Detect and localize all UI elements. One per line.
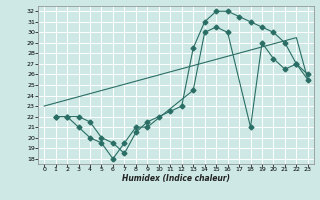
X-axis label: Humidex (Indice chaleur): Humidex (Indice chaleur)	[122, 174, 230, 183]
